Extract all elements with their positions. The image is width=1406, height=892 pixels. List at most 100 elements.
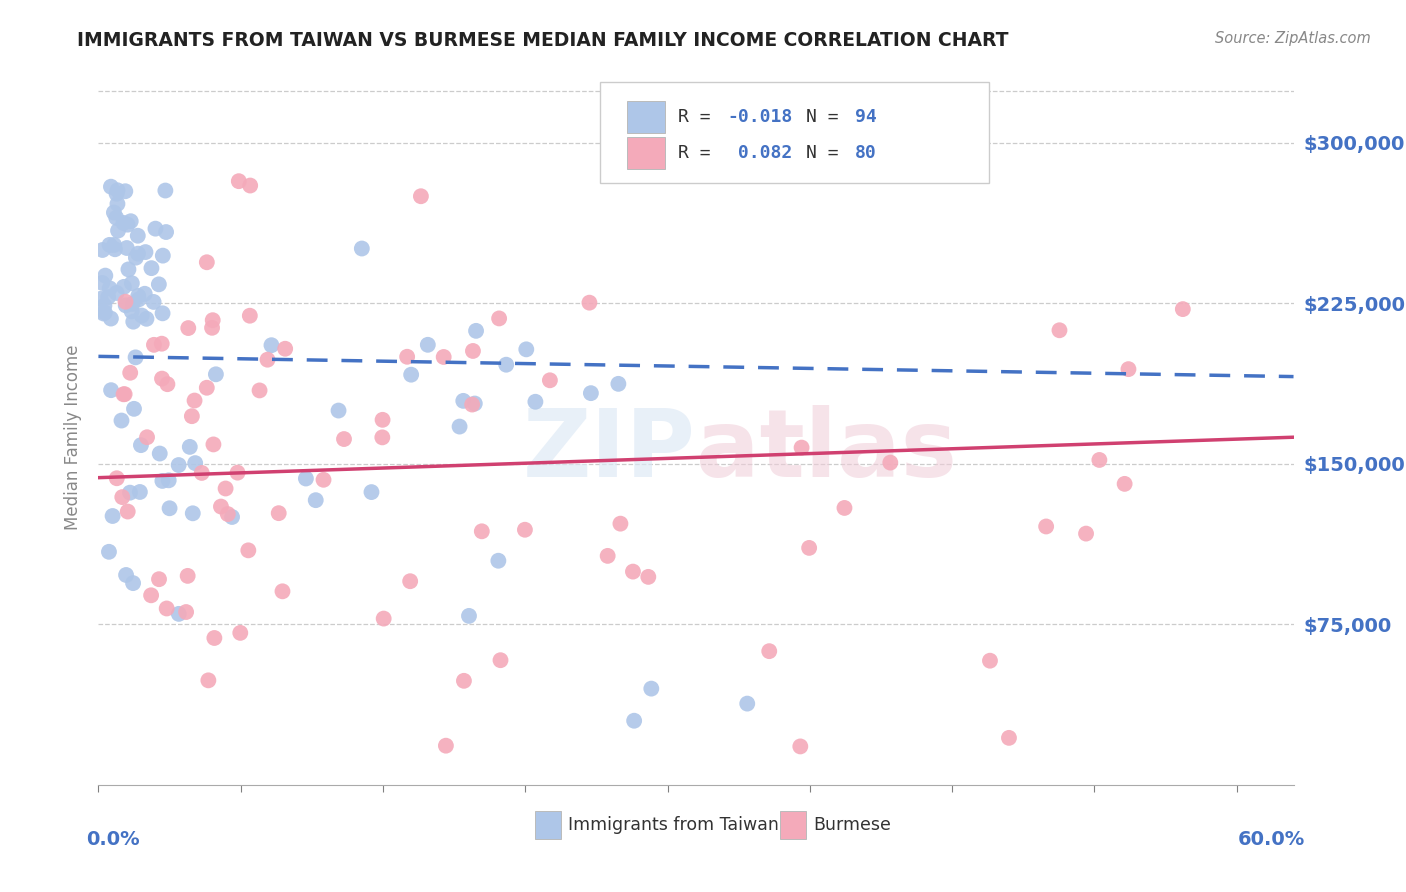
Point xyxy=(107,183,129,197)
Point xyxy=(197,673,219,688)
Point xyxy=(167,607,190,621)
Point xyxy=(371,430,394,444)
Point xyxy=(209,500,232,514)
Point xyxy=(104,242,127,256)
Point xyxy=(112,280,135,294)
Point xyxy=(489,653,512,667)
Point xyxy=(433,350,456,364)
Point xyxy=(128,485,150,500)
Text: 94: 94 xyxy=(855,108,877,126)
Point xyxy=(295,471,318,485)
Point xyxy=(122,315,145,329)
Point xyxy=(115,241,138,255)
Point xyxy=(271,584,294,599)
Point xyxy=(229,626,252,640)
Point xyxy=(179,440,201,454)
Point xyxy=(1118,362,1140,376)
Point xyxy=(226,466,249,480)
Point xyxy=(797,541,820,555)
Point xyxy=(183,393,205,408)
Point xyxy=(453,393,475,408)
Text: 80: 80 xyxy=(855,145,877,162)
Point xyxy=(328,403,350,417)
Point xyxy=(129,438,152,452)
Point xyxy=(621,565,644,579)
Point xyxy=(94,268,117,283)
Text: Immigrants from Taiwan: Immigrants from Taiwan xyxy=(568,815,779,834)
Point xyxy=(155,184,177,198)
Point xyxy=(238,543,260,558)
Point xyxy=(117,218,139,232)
Point xyxy=(513,523,536,537)
Point xyxy=(607,376,630,391)
Point xyxy=(256,352,278,367)
Text: 0.0%: 0.0% xyxy=(87,830,141,849)
Point xyxy=(998,731,1021,745)
Point xyxy=(260,338,283,352)
Point xyxy=(150,336,173,351)
Point xyxy=(139,588,162,602)
Point xyxy=(157,473,180,487)
Bar xyxy=(779,811,806,838)
Point xyxy=(399,574,422,589)
Point xyxy=(1049,323,1071,337)
Point xyxy=(136,430,159,444)
Point xyxy=(465,324,488,338)
Point xyxy=(103,238,125,252)
Point xyxy=(184,456,207,470)
Point xyxy=(100,311,122,326)
Point xyxy=(267,506,290,520)
Text: R =: R = xyxy=(678,145,721,162)
Point xyxy=(177,321,200,335)
Point xyxy=(214,482,236,496)
Point xyxy=(202,631,225,645)
Point xyxy=(195,255,218,269)
Point xyxy=(195,381,218,395)
Point xyxy=(312,473,335,487)
Point xyxy=(117,262,139,277)
Point xyxy=(579,386,602,401)
Point xyxy=(373,611,395,625)
Point xyxy=(103,205,125,219)
Point xyxy=(174,605,197,619)
Point xyxy=(201,320,224,334)
Point xyxy=(152,306,174,320)
Point xyxy=(128,293,150,307)
Point xyxy=(790,441,813,455)
Point xyxy=(142,338,165,352)
Point xyxy=(114,294,136,309)
Text: N =: N = xyxy=(806,108,849,126)
Point xyxy=(100,383,122,397)
Point xyxy=(115,568,138,582)
Point xyxy=(274,342,297,356)
Y-axis label: Median Family Income: Median Family Income xyxy=(63,344,82,530)
Point xyxy=(156,601,179,615)
Point xyxy=(131,309,153,323)
Text: ZIP: ZIP xyxy=(523,405,696,497)
Point xyxy=(125,251,148,265)
Point xyxy=(105,186,128,201)
Point xyxy=(350,242,373,256)
Point xyxy=(305,493,328,508)
Point xyxy=(152,474,174,488)
Point xyxy=(127,228,149,243)
Point xyxy=(416,338,439,352)
Point xyxy=(114,298,136,312)
Point xyxy=(167,458,190,472)
Text: -0.018: -0.018 xyxy=(727,108,793,126)
Point xyxy=(142,294,165,309)
Point xyxy=(399,368,422,382)
Point xyxy=(112,387,135,401)
Point xyxy=(495,358,517,372)
Point xyxy=(120,366,142,380)
Point xyxy=(135,311,157,326)
Point xyxy=(121,304,143,318)
Point xyxy=(134,286,156,301)
Point xyxy=(156,377,179,392)
Text: IMMIGRANTS FROM TAIWAN VS BURMESE MEDIAN FAMILY INCOME CORRELATION CHART: IMMIGRANTS FROM TAIWAN VS BURMESE MEDIAN… xyxy=(77,31,1010,50)
Point xyxy=(105,285,128,300)
Point xyxy=(596,549,619,563)
Point xyxy=(122,576,145,591)
Point xyxy=(93,306,115,320)
Point xyxy=(100,179,122,194)
